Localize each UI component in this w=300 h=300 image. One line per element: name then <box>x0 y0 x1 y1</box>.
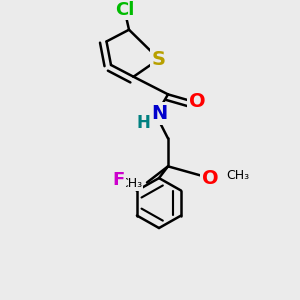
Text: O: O <box>189 92 206 111</box>
Text: N: N <box>151 104 167 123</box>
Text: F: F <box>112 171 125 189</box>
Text: Cl: Cl <box>115 1 134 19</box>
Text: CH₃: CH₃ <box>226 169 250 182</box>
Text: O: O <box>202 169 218 188</box>
Text: CH₃: CH₃ <box>119 178 142 190</box>
Text: H: H <box>136 114 150 132</box>
Text: S: S <box>152 50 166 69</box>
